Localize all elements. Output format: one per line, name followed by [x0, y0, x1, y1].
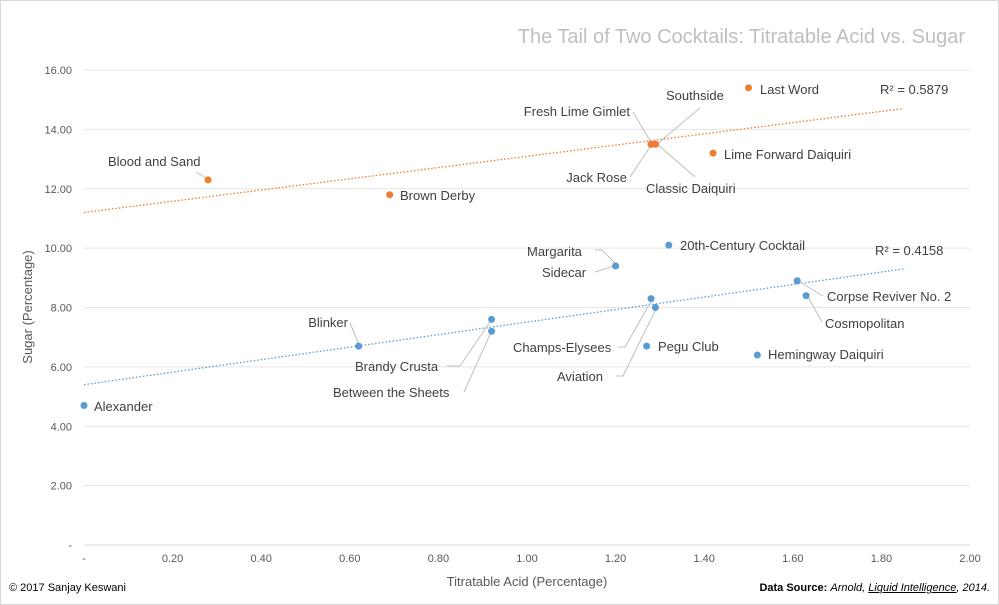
data-label: 20th-Century Cocktail [680, 238, 805, 253]
data-point [386, 191, 394, 199]
x-tick-label: - [82, 553, 86, 565]
r-squared-label: R² = 0.5879 [880, 82, 948, 97]
y-tick-label: 8.00 [51, 303, 72, 315]
x-tick-label: 0.60 [339, 553, 360, 565]
data-source-year: , 2014. [956, 582, 990, 594]
data-point [643, 342, 651, 350]
leader-line [349, 322, 360, 346]
data-source-book: Liquid Intelligence [868, 582, 957, 594]
data-source: Data Source: Arnold, Liquid Intelligence… [759, 582, 990, 594]
x-tick-label: 1.60 [782, 553, 803, 565]
data-label: Last Word [760, 82, 819, 97]
trendline [83, 268, 904, 386]
data-label: Blinker [308, 315, 348, 330]
data-label: Sidecar [542, 265, 587, 280]
y-tick-label: 4.00 [51, 421, 72, 433]
leader-line [618, 297, 654, 348]
data-label: Classic Daiquiri [646, 181, 736, 196]
data-label: Southside [666, 88, 724, 103]
leader-line [632, 111, 653, 145]
chart-title: The Tail of Two Cocktails: Titratable Ac… [518, 26, 966, 48]
data-label: Brandy Crusta [355, 359, 439, 374]
data-label: Margarita [527, 244, 583, 259]
data-point [753, 351, 761, 359]
data-label: Corpse Reviver No. 2 [827, 289, 951, 304]
data-point [488, 315, 496, 323]
trendline [83, 107, 904, 214]
x-tick-label: 1.20 [605, 553, 626, 565]
data-label: Fresh Lime Gimlet [524, 104, 631, 119]
data-label: Cosmopolitan [825, 316, 905, 331]
y-tick-label: 16.00 [44, 65, 72, 77]
data-point [802, 292, 810, 300]
leader-line [595, 249, 618, 266]
y-tick-label: - [68, 540, 72, 552]
x-tick-label: 0.20 [162, 553, 183, 565]
data-label: Between the Sheets [333, 385, 450, 400]
y-axis-title: Sugar (Percentage) [20, 250, 35, 363]
x-tick-label: 0.40 [250, 553, 271, 565]
leader-line [806, 294, 823, 323]
data-label: Lime Forward Daiquiri [724, 147, 851, 162]
x-tick-label: 2.00 [959, 553, 980, 565]
leader-line [656, 107, 701, 145]
y-tick-label: 12.00 [44, 184, 72, 196]
data-point [612, 262, 620, 270]
leader-line [616, 306, 658, 377]
y-tick-label: 6.00 [51, 362, 72, 374]
data-label: Champs-Elysees [513, 340, 612, 355]
data-label: Aviation [557, 369, 603, 384]
data-point [793, 277, 801, 285]
copyright: © 2017 Sanjay Keswani [9, 582, 126, 594]
data-point [709, 149, 717, 157]
x-axis-title: Titratable Acid (Percentage) [447, 574, 608, 589]
leader-line [629, 143, 653, 178]
r-squared-label: R² = 0.4158 [875, 243, 943, 258]
data-point [665, 241, 673, 249]
data-point [204, 176, 212, 184]
leader-line [463, 329, 493, 393]
data-point [745, 84, 752, 92]
leader-line [447, 318, 493, 367]
leader-line [797, 280, 824, 297]
data-point [647, 295, 655, 303]
data-source-prefix: Data Source: [759, 582, 831, 594]
data-label: Blood and Sand [108, 154, 201, 169]
y-tick-label: 10.00 [44, 243, 72, 255]
data-label: Brown Derby [400, 188, 476, 203]
data-point [355, 342, 363, 350]
data-point [651, 304, 659, 311]
y-tick-label: 2.00 [51, 481, 72, 493]
data-label: Jack Rose [566, 170, 627, 185]
leader-line [656, 143, 696, 178]
x-tick-label: 1.80 [871, 553, 892, 565]
data-label: Pegu Club [658, 339, 719, 354]
data-label: Alexander [94, 399, 153, 414]
x-tick-label: 0.80 [428, 553, 449, 565]
data-source-author: Arnold, [830, 582, 869, 594]
x-tick-label: 1.00 [516, 553, 537, 565]
data-label: Hemingway Daiquiri [768, 347, 884, 362]
data-point [80, 401, 88, 409]
data-point [488, 327, 496, 335]
y-tick-label: 14.00 [44, 124, 72, 136]
data-point [651, 140, 659, 148]
x-tick-label: 1.40 [693, 553, 714, 565]
